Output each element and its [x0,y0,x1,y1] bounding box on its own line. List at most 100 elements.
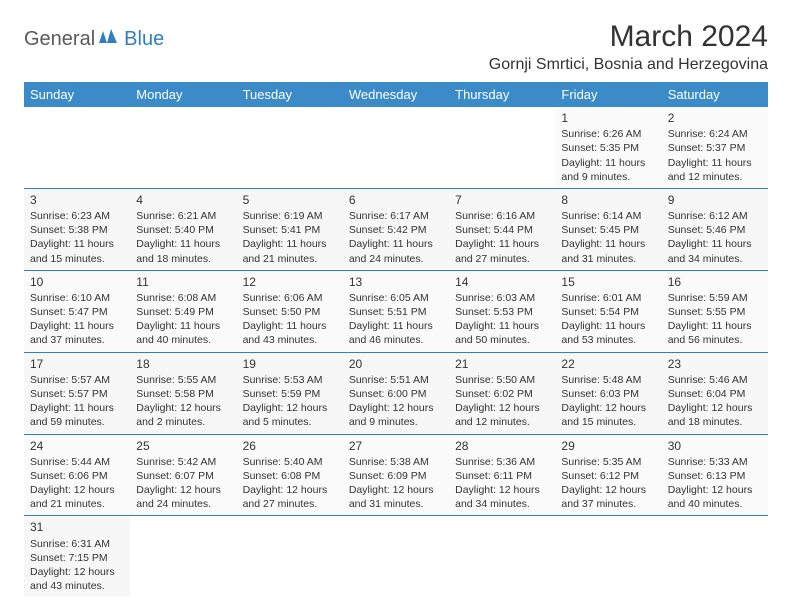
sunrise-line: Sunrise: 5:36 AM [455,455,549,469]
sunset-line: Sunset: 5:35 PM [561,141,655,155]
sunset-line: Sunset: 6:00 PM [349,387,443,401]
sunset-line: Sunset: 5:46 PM [668,223,762,237]
daylight-line: Daylight: 11 hours and 59 minutes. [30,401,124,429]
sunset-line: Sunset: 5:40 PM [136,223,230,237]
daylight-line: Daylight: 12 hours and 9 minutes. [349,401,443,429]
calendar-week: 17Sunrise: 5:57 AMSunset: 5:57 PMDayligh… [24,352,768,434]
sunrise-line: Sunrise: 5:35 AM [561,455,655,469]
calendar-cell [449,516,555,597]
daylight-line: Daylight: 11 hours and 18 minutes. [136,237,230,265]
sunset-line: Sunset: 6:07 PM [136,469,230,483]
calendar-cell [343,107,449,188]
daylight-line: Daylight: 11 hours and 40 minutes. [136,319,230,347]
day-number: 9 [668,192,762,208]
calendar-cell: 18Sunrise: 5:55 AMSunset: 5:58 PMDayligh… [130,352,236,434]
sunrise-line: Sunrise: 5:46 AM [668,373,762,387]
sunset-line: Sunset: 5:47 PM [30,305,124,319]
day-number: 8 [561,192,655,208]
day-number: 29 [561,438,655,454]
month-title: March 2024 [489,20,768,54]
sunset-line: Sunset: 5:54 PM [561,305,655,319]
daylight-line: Daylight: 11 hours and 15 minutes. [30,237,124,265]
day-number: 5 [243,192,337,208]
daylight-line: Daylight: 11 hours and 53 minutes. [561,319,655,347]
daylight-line: Daylight: 12 hours and 43 minutes. [30,565,124,593]
sunrise-line: Sunrise: 6:08 AM [136,291,230,305]
weekday-header: Friday [555,82,661,107]
sunset-line: Sunset: 5:45 PM [561,223,655,237]
sunrise-line: Sunrise: 6:10 AM [30,291,124,305]
sunset-line: Sunset: 5:55 PM [668,305,762,319]
daylight-line: Daylight: 12 hours and 34 minutes. [455,483,549,511]
daylight-line: Daylight: 11 hours and 43 minutes. [243,319,337,347]
calendar-week: 31Sunrise: 6:31 AMSunset: 7:15 PMDayligh… [24,516,768,597]
calendar-week: 1Sunrise: 6:26 AMSunset: 5:35 PMDaylight… [24,107,768,188]
day-number: 12 [243,274,337,290]
sunset-line: Sunset: 6:06 PM [30,469,124,483]
calendar-cell: 17Sunrise: 5:57 AMSunset: 5:57 PMDayligh… [24,352,130,434]
calendar-cell: 27Sunrise: 5:38 AMSunset: 6:09 PMDayligh… [343,434,449,516]
day-number: 30 [668,438,762,454]
daylight-line: Daylight: 12 hours and 21 minutes. [30,483,124,511]
sunrise-line: Sunrise: 5:51 AM [349,373,443,387]
calendar-cell: 23Sunrise: 5:46 AMSunset: 6:04 PMDayligh… [662,352,768,434]
sunset-line: Sunset: 6:12 PM [561,469,655,483]
day-number: 6 [349,192,443,208]
day-number: 14 [455,274,549,290]
weekday-header: Wednesday [343,82,449,107]
logo-text-blue: Blue [124,28,164,51]
sunrise-line: Sunrise: 6:17 AM [349,209,443,223]
sunset-line: Sunset: 5:42 PM [349,223,443,237]
day-number: 23 [668,356,762,372]
calendar-cell: 22Sunrise: 5:48 AMSunset: 6:03 PMDayligh… [555,352,661,434]
sunset-line: Sunset: 6:08 PM [243,469,337,483]
daylight-line: Daylight: 12 hours and 5 minutes. [243,401,337,429]
weekday-header: Saturday [662,82,768,107]
calendar-cell: 13Sunrise: 6:05 AMSunset: 5:51 PMDayligh… [343,270,449,352]
sunset-line: Sunset: 5:41 PM [243,223,337,237]
daylight-line: Daylight: 11 hours and 21 minutes. [243,237,337,265]
day-number: 18 [136,356,230,372]
sunset-line: Sunset: 6:03 PM [561,387,655,401]
calendar-cell: 29Sunrise: 5:35 AMSunset: 6:12 PMDayligh… [555,434,661,516]
daylight-line: Daylight: 11 hours and 37 minutes. [30,319,124,347]
day-number: 1 [561,110,655,126]
calendar-cell: 8Sunrise: 6:14 AMSunset: 5:45 PMDaylight… [555,188,661,270]
sunrise-line: Sunrise: 6:16 AM [455,209,549,223]
calendar-cell: 21Sunrise: 5:50 AMSunset: 6:02 PMDayligh… [449,352,555,434]
sunrise-line: Sunrise: 6:24 AM [668,127,762,141]
calendar-cell: 31Sunrise: 6:31 AMSunset: 7:15 PMDayligh… [24,516,130,597]
day-number: 10 [30,274,124,290]
day-number: 3 [30,192,124,208]
daylight-line: Daylight: 11 hours and 27 minutes. [455,237,549,265]
day-number: 27 [349,438,443,454]
calendar-week: 3Sunrise: 6:23 AMSunset: 5:38 PMDaylight… [24,188,768,270]
calendar-cell [662,516,768,597]
calendar-week: 10Sunrise: 6:10 AMSunset: 5:47 PMDayligh… [24,270,768,352]
sunset-line: Sunset: 5:50 PM [243,305,337,319]
sunrise-line: Sunrise: 6:12 AM [668,209,762,223]
sunset-line: Sunset: 6:04 PM [668,387,762,401]
day-number: 11 [136,274,230,290]
day-number: 2 [668,110,762,126]
calendar-cell [343,516,449,597]
daylight-line: Daylight: 12 hours and 15 minutes. [561,401,655,429]
day-number: 31 [30,519,124,535]
header: General Blue March 2024 Gornji Smrtici, … [24,20,768,74]
sunset-line: Sunset: 5:49 PM [136,305,230,319]
calendar-week: 24Sunrise: 5:44 AMSunset: 6:06 PMDayligh… [24,434,768,516]
calendar-cell: 10Sunrise: 6:10 AMSunset: 5:47 PMDayligh… [24,270,130,352]
calendar-table: SundayMondayTuesdayWednesdayThursdayFrid… [24,82,768,597]
calendar-cell: 19Sunrise: 5:53 AMSunset: 5:59 PMDayligh… [237,352,343,434]
daylight-line: Daylight: 12 hours and 27 minutes. [243,483,337,511]
daylight-line: Daylight: 11 hours and 56 minutes. [668,319,762,347]
calendar-cell: 20Sunrise: 5:51 AMSunset: 6:00 PMDayligh… [343,352,449,434]
calendar-cell: 1Sunrise: 6:26 AMSunset: 5:35 PMDaylight… [555,107,661,188]
daylight-line: Daylight: 12 hours and 12 minutes. [455,401,549,429]
sunset-line: Sunset: 5:51 PM [349,305,443,319]
sunset-line: Sunset: 6:11 PM [455,469,549,483]
sunrise-line: Sunrise: 5:44 AM [30,455,124,469]
calendar-cell [130,107,236,188]
sunrise-line: Sunrise: 5:48 AM [561,373,655,387]
sunrise-line: Sunrise: 6:31 AM [30,537,124,551]
